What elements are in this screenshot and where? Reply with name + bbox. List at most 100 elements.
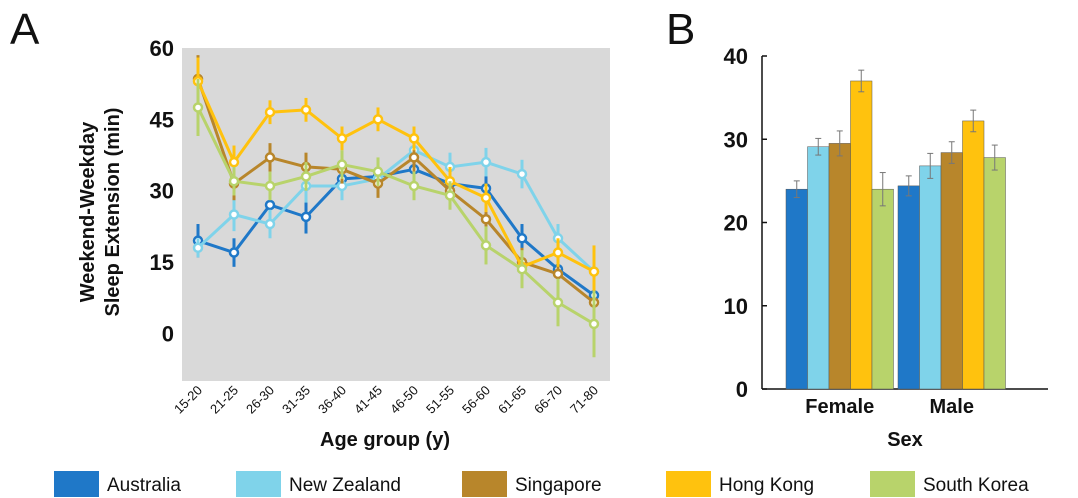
bar-new-zealand-female xyxy=(807,146,830,390)
data-point xyxy=(300,171,312,182)
legend: Australia New Zealand Singapore Hong Kong So… xyxy=(54,471,1029,497)
panel-a-xtick-label: 15-20 xyxy=(171,383,205,417)
panel-b-ytick-label: 0 xyxy=(736,377,748,402)
data-point xyxy=(228,247,240,258)
legend-swatch xyxy=(236,471,281,497)
data-point xyxy=(192,102,204,113)
data-point xyxy=(588,318,600,330)
panel-a-xlabel: Age group (y) xyxy=(320,429,450,451)
data-point xyxy=(408,133,420,144)
panel-b-ytick-label: 40 xyxy=(724,44,748,69)
panel-a-x-ticks: 15-20 21-25 26-30 31-35 36-40 41-45 46-50 51-55… xyxy=(171,383,601,417)
data-point xyxy=(480,192,492,204)
series-line-hong-kong xyxy=(196,80,595,273)
legend-item-australia: Australia xyxy=(54,471,181,497)
legend-label: Hong Kong xyxy=(719,475,814,496)
legend-label: Singapore xyxy=(515,475,602,496)
legend-item-new-zealand: New Zealand xyxy=(236,471,401,497)
data-point xyxy=(480,156,492,168)
data-point xyxy=(228,209,240,220)
data-point xyxy=(300,211,312,223)
legend-swatch xyxy=(666,471,711,497)
legend-item-south-korea: South Korea xyxy=(870,471,1029,497)
data-point xyxy=(264,152,276,163)
panel-a-y-ticks: 0 15 30 45 60 xyxy=(150,36,174,346)
panel-a-xtick-label: 51-55 xyxy=(423,383,457,417)
series-line-new-zealand xyxy=(196,148,596,273)
panel-b-ytick-label: 30 xyxy=(724,127,748,152)
bar-hong-kong-male xyxy=(962,120,985,390)
data-point xyxy=(192,242,204,254)
data-point xyxy=(336,133,348,144)
series-line-australia xyxy=(197,167,595,297)
data-point xyxy=(480,214,492,225)
panel-a-plot-area xyxy=(182,48,610,381)
panel-b-ytick-label: 20 xyxy=(724,211,748,236)
data-point xyxy=(264,180,276,192)
data-point xyxy=(264,106,276,118)
panel-a-xtick-label: 56-60 xyxy=(459,383,493,417)
bar-singapore-male xyxy=(940,152,963,390)
panel-b-category-label: Male xyxy=(930,396,974,418)
panel-b-y-ticks: 0 10 20 30 40 xyxy=(724,44,767,402)
data-point xyxy=(552,268,564,280)
panel-a-ytick-label: 60 xyxy=(150,36,174,61)
data-point xyxy=(372,114,384,125)
panel-a-xtick-label: 61-65 xyxy=(495,383,529,417)
panel-a-xtick-label: 31-35 xyxy=(279,383,313,417)
panel-a-ytick-label: 15 xyxy=(150,250,174,275)
legend-label: Australia xyxy=(107,475,181,496)
data-point xyxy=(372,166,384,177)
data-point xyxy=(228,175,240,187)
data-point xyxy=(264,199,276,211)
legend-swatch xyxy=(54,471,99,497)
series-line-south-korea xyxy=(196,106,595,326)
panel-a-ylabel-line2: Sleep Extension (min) xyxy=(102,108,124,317)
bar-south-korea-female xyxy=(871,188,894,390)
data-point xyxy=(516,233,528,244)
data-point xyxy=(336,159,348,170)
legend-label: New Zealand xyxy=(289,475,401,496)
data-point xyxy=(300,104,312,116)
panel-a-xtick-label: 26-30 xyxy=(243,383,277,417)
data-point xyxy=(552,247,564,258)
series-south-korea xyxy=(192,78,600,358)
data-point xyxy=(444,190,456,201)
panel-b-category-label: Female xyxy=(805,396,874,418)
panel-a-xtick-label: 46-50 xyxy=(387,383,421,417)
bar-south-korea-male xyxy=(983,157,1006,390)
legend-swatch xyxy=(462,471,507,497)
series-new-zealand xyxy=(192,136,600,291)
panel-a-ylabel-line1: Weekend-Weekday xyxy=(77,121,99,302)
panel-b-categories: Female Male xyxy=(805,396,974,418)
bar-australia-female xyxy=(785,188,808,390)
panel-label-b: B xyxy=(666,5,695,54)
data-point xyxy=(408,180,420,192)
data-point xyxy=(480,240,492,251)
bar-new-zealand-male xyxy=(919,165,942,390)
data-point xyxy=(516,263,528,275)
legend-item-singapore: Singapore xyxy=(462,471,602,497)
bar-singapore-female xyxy=(828,143,851,390)
panel-a-ytick-label: 0 xyxy=(162,321,174,346)
data-point xyxy=(516,168,528,180)
legend-swatch xyxy=(870,471,915,497)
panel-a-xtick-label: 36-40 xyxy=(315,383,349,417)
data-point xyxy=(408,152,420,163)
panel-a-xtick-label: 21-25 xyxy=(207,383,241,417)
panel-a-ytick-label: 45 xyxy=(150,107,174,132)
panel-b-xlabel: Sex xyxy=(887,429,923,451)
panel-label-a: A xyxy=(10,5,40,54)
bar-hong-kong-female xyxy=(850,80,873,390)
data-point xyxy=(552,297,564,308)
panel-a-ytick-label: 30 xyxy=(150,179,174,204)
panel-a-series xyxy=(192,55,600,358)
panel-a-xtick-label: 71-80 xyxy=(567,383,601,417)
panel-a-xtick-label: 66-70 xyxy=(531,383,565,417)
legend-label: South Korea xyxy=(923,475,1029,496)
data-point xyxy=(264,218,276,230)
legend-item-hong-kong: Hong Kong xyxy=(666,471,814,497)
panel-b-ytick-label: 10 xyxy=(724,294,748,319)
bar-australia-male xyxy=(897,185,920,390)
